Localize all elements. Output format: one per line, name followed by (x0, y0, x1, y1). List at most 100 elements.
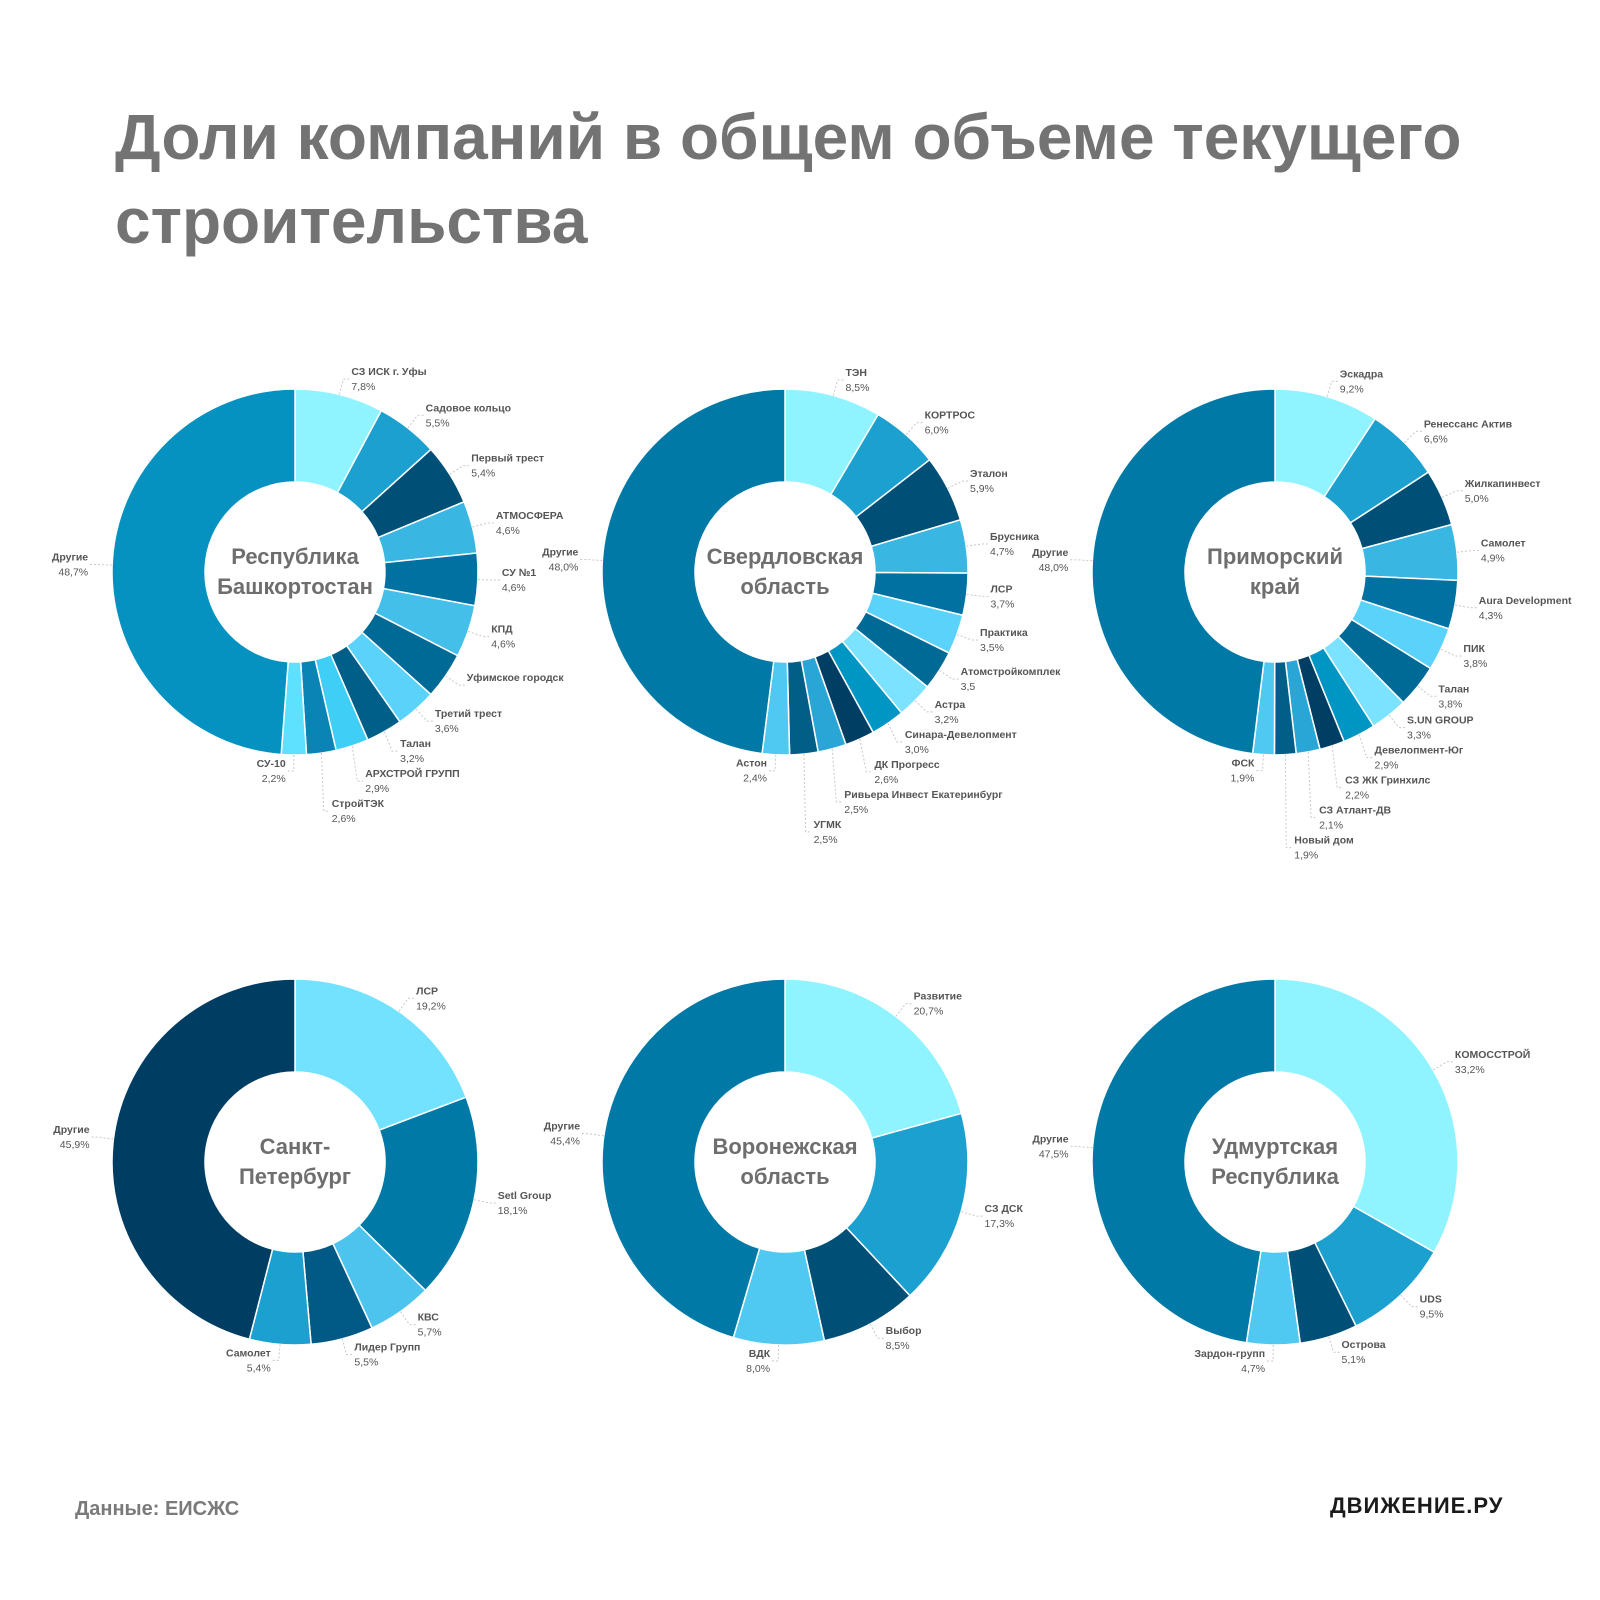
slice-label-0: Эскадра (1340, 368, 1383, 380)
slice-label-10: Ривьера Инвест Екатеринбург (844, 789, 1003, 801)
chart-center-title: Санкт-Петербург (239, 1134, 351, 1189)
leader-line-3 (966, 543, 989, 547)
slice-value-3: 8,0% (746, 1363, 770, 1375)
slice-label-9: ДК Прогресс (874, 759, 940, 771)
leader-line-0 (1326, 380, 1338, 397)
slice-0 (1274, 978, 1459, 1254)
leader-line-7 (1388, 714, 1406, 729)
slice-value-3: 4,7% (1241, 1363, 1265, 1375)
leader-line-12 (769, 754, 777, 772)
slice-1 (845, 1112, 969, 1297)
leader-line-4 (477, 578, 500, 581)
chart-center-title: Республика Башкортостан (217, 544, 373, 599)
leader-line-8 (383, 731, 399, 752)
leader-line-3 (1456, 549, 1479, 553)
page-title: Доли компаний в общем объеме текущего ст… (115, 101, 1462, 257)
leader-line-6 (1417, 685, 1437, 697)
slice-value-3: 5,5% (354, 1357, 378, 1369)
donut-chart-bashkortostan: СЗ ИСК г. Уфы 7,8% Садовое кольцо 5,5% Первы… (40, 350, 565, 860)
leader-line-1 (407, 414, 424, 429)
slice-label-0: Развитие (914, 991, 963, 1003)
slice-label-2: Эталон (970, 468, 1008, 480)
leader-line-3 (1267, 1344, 1274, 1362)
slice-value-1: 6,6% (1424, 433, 1448, 445)
slice-label-6: Талан (1438, 683, 1469, 695)
slice-label-8: Девелопмент-Юг (1375, 745, 1464, 757)
slice-value-11: 2,5% (814, 834, 838, 846)
leader-line-5 (956, 634, 979, 641)
donut-chart-voronezh: Развитие 20,7% СЗ ДСК 17,3% Выбор 8,5% Другие 4… (530, 940, 1040, 1450)
leader-line-2 (400, 1311, 416, 1326)
leader-line-8 (887, 723, 903, 743)
slice-value-9: 2,6% (874, 774, 898, 786)
slice-label-13: Другие (542, 547, 578, 559)
slice-value-1: 6,0% (925, 425, 949, 437)
slice-label-0: ЛСР (416, 985, 438, 997)
chart-center-title: Свердловская область (707, 544, 864, 599)
leader-line-0 (832, 379, 844, 396)
slice-label-3: АТМОСФЕРА (496, 510, 564, 522)
slice-value-0: 8,5% (846, 382, 870, 394)
slice-label-5: Практика (980, 627, 1028, 639)
slice-label-12: Другие (52, 551, 88, 563)
leader-line-10 (831, 748, 843, 803)
leader-line-1 (1400, 1294, 1418, 1308)
slice-label-11: УГМК (814, 819, 842, 831)
leader-line-2 (1328, 1336, 1340, 1353)
slice-value-0: 33,2% (1455, 1064, 1485, 1076)
slice-label-8: Синара-Девелопмент (905, 729, 1017, 741)
slice-label-8: Талан (400, 738, 431, 750)
slice-value-7: 3,2% (935, 714, 959, 726)
donut-chart-primorsky: Эскадра 9,2% Ренессанс Актив 6,6% Жилкапинве… (1020, 350, 1572, 861)
donut-chart-udmurtia: КОМОССТРОЙ 33,2% UDS 9,5% Острова 5,1% Другие 4… (1020, 940, 1530, 1450)
slice-value-2: 5,4% (471, 468, 495, 480)
leader-line-11 (1284, 754, 1293, 849)
donut-chart-spb: ЛСР 19,2% Setl Group 18,1% КВС 5,7% Лидер Груп… (40, 940, 552, 1450)
slice-value-1: 18,1% (498, 1205, 528, 1217)
slice-label-5: Другие (53, 1124, 89, 1136)
slice-label-12: Астон (736, 758, 767, 770)
leader-line-3 (341, 1338, 353, 1356)
leader-line-2 (449, 465, 470, 475)
leader-line-10 (1307, 751, 1318, 819)
slice-value-2: 5,7% (418, 1327, 442, 1339)
slice-label-7: Третий трест (435, 708, 502, 720)
slice-label-7: Астра (935, 699, 966, 711)
leader-line-4 (1070, 1145, 1093, 1149)
leader-line-4 (966, 593, 989, 597)
leader-line-2 (1441, 490, 1463, 498)
slice-value-5: 3,5% (980, 642, 1004, 654)
slice-label-1: СЗ ДСК (985, 1203, 1024, 1215)
slice-label-4: Другие (544, 1121, 580, 1133)
slice-label-7: S.UN GROUP (1407, 715, 1474, 727)
slice-label-4: Другие (1032, 1133, 1068, 1145)
slice-value-2: 8,5% (886, 1340, 910, 1352)
leader-line-3 (472, 522, 494, 528)
slice-value-12: 2,4% (743, 773, 767, 785)
slice-value-6: 3,5 (961, 681, 976, 693)
leader-line-7 (914, 700, 933, 713)
leader-line-8 (1358, 734, 1373, 759)
leader-line-11 (803, 754, 812, 833)
slice-value-2: 5,1% (1342, 1354, 1366, 1366)
slice-label-4: Самолет (226, 1347, 271, 1359)
slice-value-10: 2,5% (844, 804, 868, 816)
slice-label-3: Зардон-групп (1194, 1348, 1265, 1360)
leader-line-2 (947, 480, 969, 489)
slice-13 (601, 388, 786, 755)
slice-label-2: Жилкапинвест (1464, 478, 1541, 490)
slice-label-3: ВДК (749, 1348, 771, 1360)
slice-value-4: 45,4% (550, 1136, 580, 1148)
leader-line-0 (1432, 1061, 1453, 1071)
slice-value-12: 1,9% (1231, 773, 1255, 785)
slice-1 (358, 1096, 479, 1292)
slice-label-1: КОРТРОС (925, 410, 976, 422)
slice-value-13: 48,0% (549, 562, 579, 574)
slice-value-5: 3,8% (1463, 658, 1487, 670)
slice-label-2: Острова (1342, 1339, 1386, 1351)
slice-value-4: 3,7% (991, 598, 1015, 610)
slice-value-1: 17,3% (985, 1218, 1015, 1230)
leader-line-6 (445, 675, 465, 686)
slice-0 (784, 978, 963, 1140)
slice-label-1: Setl Group (498, 1190, 552, 1202)
